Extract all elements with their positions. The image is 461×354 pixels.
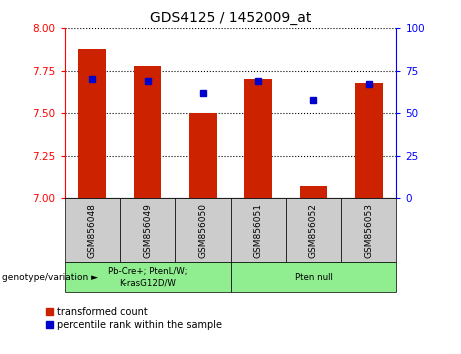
Text: GSM856049: GSM856049 — [143, 202, 152, 258]
Text: GSM856052: GSM856052 — [309, 202, 318, 258]
Text: Pb-Cre+; PtenL/W;
K-rasG12D/W: Pb-Cre+; PtenL/W; K-rasG12D/W — [108, 267, 187, 287]
Bar — [230, 198, 286, 262]
Bar — [65, 198, 120, 262]
Text: GSM856048: GSM856048 — [88, 202, 97, 258]
Legend: transformed count, percentile rank within the sample: transformed count, percentile rank withi… — [47, 307, 222, 330]
Text: GSM856050: GSM856050 — [198, 202, 207, 258]
Bar — [300, 186, 327, 198]
Bar — [189, 113, 217, 198]
Bar — [65, 262, 230, 292]
Bar — [286, 198, 341, 262]
Text: genotype/variation ►: genotype/variation ► — [2, 273, 98, 281]
Bar — [78, 49, 106, 198]
Bar — [175, 198, 230, 262]
Bar — [120, 198, 175, 262]
Text: Pten null: Pten null — [295, 273, 332, 281]
Bar — [355, 83, 383, 198]
Bar — [230, 262, 396, 292]
Text: GSM856051: GSM856051 — [254, 202, 263, 258]
Text: GSM856053: GSM856053 — [364, 202, 373, 258]
Bar — [244, 79, 272, 198]
Bar — [341, 198, 396, 262]
Bar — [134, 66, 161, 198]
Title: GDS4125 / 1452009_at: GDS4125 / 1452009_at — [150, 11, 311, 24]
